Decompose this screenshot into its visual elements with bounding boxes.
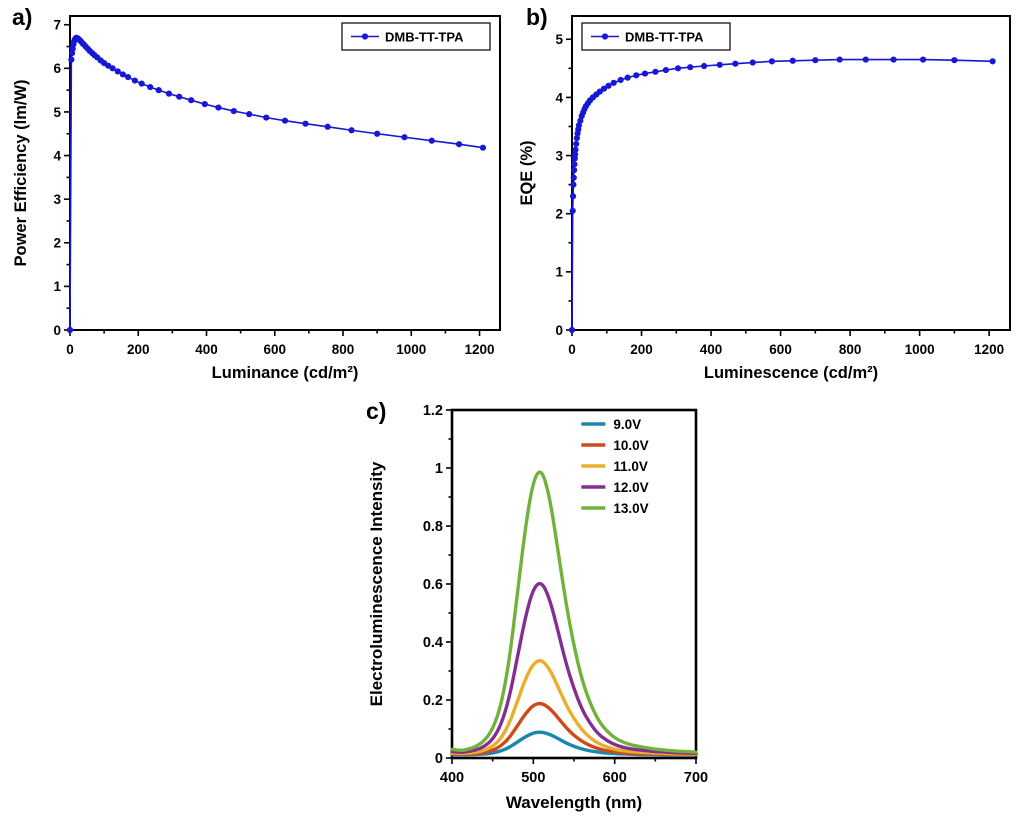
svg-text:6: 6 — [53, 61, 61, 76]
x-axis-title: Luminescence (cd/m²) — [704, 364, 878, 382]
y-axis-title: EQE (%) — [518, 140, 536, 205]
svg-text:5: 5 — [53, 105, 61, 120]
svg-text:800: 800 — [839, 342, 862, 357]
series-markers-DMB-TT-TPA — [568, 56, 996, 334]
x-axis — [69, 330, 481, 336]
power-efficiency-chart: 0 200 400 600 800 1000 1200 0 1 2 3 4 5 6 7 Luminance (… — [12, 15, 501, 382]
svg-text:1: 1 — [53, 279, 61, 294]
svg-text:700: 700 — [684, 770, 708, 786]
panel-b-label: b) — [526, 4, 548, 30]
svg-text:1000: 1000 — [905, 342, 935, 357]
series-line-12.0V — [450, 581, 698, 756]
plot-frame — [571, 15, 1011, 331]
series-markers-DMB-TT-TPA — [66, 34, 487, 334]
svg-text:400: 400 — [700, 342, 723, 357]
panel-b: b) 0 200 400 600 800 1000 1200 0 1 2 3 4 5 Luminescen… — [516, 2, 1022, 394]
y-axis-tick-labels: 0 1 2 3 4 5 6 7 — [53, 18, 61, 338]
x-axis-tick-labels: 400 500 600 700 — [440, 770, 708, 786]
legend-label-10.0V: 10.0V — [613, 438, 648, 453]
svg-text:2: 2 — [555, 207, 563, 222]
svg-text:600: 600 — [769, 342, 792, 357]
y-axis — [446, 409, 452, 759]
eqe-chart: 0 200 400 600 800 1000 1200 0 1 2 3 4 5 Luminescence … — [518, 15, 1011, 382]
svg-text:0.8: 0.8 — [423, 519, 443, 535]
panel-c: c) 400 500 600 700 0 0.2 0.4 0.6 0.8 1 1.2 Waveleng… — [352, 394, 718, 824]
series-line-11.0V — [450, 659, 698, 756]
y-axis-tick-labels: 0 1 2 3 4 5 — [555, 32, 563, 338]
series-line-13.0V — [450, 470, 698, 754]
legend-label-12.0V: 12.0V — [613, 480, 648, 495]
svg-text:400: 400 — [195, 342, 218, 357]
svg-text:0.4: 0.4 — [423, 635, 443, 651]
svg-text:500: 500 — [521, 770, 545, 786]
svg-text:2: 2 — [53, 236, 61, 251]
legend-label: DMB-TT-TPA — [385, 29, 464, 44]
svg-text:0: 0 — [568, 342, 576, 357]
legend-label-9.0V: 9.0V — [613, 417, 641, 432]
svg-text:600: 600 — [263, 342, 286, 357]
svg-text:600: 600 — [603, 770, 627, 786]
svg-text:400: 400 — [440, 770, 464, 786]
legend: DMB-TT-TPA — [581, 22, 731, 51]
svg-text:1200: 1200 — [465, 342, 495, 357]
x-axis-title: Wavelength (nm) — [506, 793, 642, 812]
svg-text:0: 0 — [555, 323, 563, 338]
legend-label: DMB-TT-TPA — [625, 29, 704, 44]
y-axis-title: Power Efficiency (lm/W) — [12, 79, 30, 266]
legend-swatch-marker — [361, 33, 369, 40]
svg-text:4: 4 — [555, 90, 563, 105]
svg-text:1.2: 1.2 — [423, 403, 443, 419]
x-axis-tick-labels: 0 200 400 600 800 1000 1200 — [568, 342, 1004, 357]
x-axis-title: Luminance (cd/m²) — [212, 364, 359, 382]
svg-text:3: 3 — [53, 192, 61, 207]
plot-frame — [450, 408, 698, 760]
svg-text:0.6: 0.6 — [423, 577, 443, 593]
svg-text:200: 200 — [630, 342, 653, 357]
series-line-DMB-TT-TPA — [571, 58, 994, 331]
svg-text:1000: 1000 — [396, 342, 426, 357]
legend: 9.0V 10.0V 11.0V 12.0V 13.0V — [581, 417, 649, 516]
svg-text:1: 1 — [435, 461, 443, 477]
svg-text:7: 7 — [53, 18, 61, 33]
svg-text:800: 800 — [332, 342, 355, 357]
y-axis-title: Electroluminescence Intensity — [367, 461, 386, 706]
legend-swatch-marker — [601, 33, 609, 40]
y-axis — [566, 38, 572, 331]
legend-label-11.0V: 11.0V — [613, 459, 648, 474]
svg-text:4: 4 — [53, 148, 61, 163]
panel-c-label: c) — [366, 398, 387, 424]
el-spectra-chart: 400 500 600 700 0 0.2 0.4 0.6 0.8 1 1.2 Wavelength … — [367, 403, 708, 812]
panel-a: a) 0 200 400 600 800 1000 1200 0 1 2 3 4 5 6 7 Luminanc… — [6, 2, 512, 394]
svg-text:0.2: 0.2 — [423, 693, 443, 709]
svg-text:5: 5 — [555, 32, 563, 47]
legend: DMB-TT-TPA — [341, 22, 491, 51]
svg-text:0: 0 — [435, 751, 443, 767]
svg-text:3: 3 — [555, 148, 563, 163]
x-axis — [451, 758, 697, 764]
x-axis-tick-labels: 0 200 400 600 800 1000 1200 — [66, 342, 494, 357]
panel-a-label: a) — [12, 4, 33, 30]
plot-frame — [69, 15, 501, 331]
svg-text:1: 1 — [555, 265, 563, 280]
svg-text:200: 200 — [127, 342, 150, 357]
svg-text:0: 0 — [53, 323, 61, 338]
svg-text:1200: 1200 — [974, 342, 1004, 357]
series-line-DMB-TT-TPA — [69, 37, 484, 331]
y-axis-tick-labels: 0 0.2 0.4 0.6 0.8 1 1.2 — [423, 403, 443, 767]
svg-text:0: 0 — [66, 342, 74, 357]
legend-label-13.0V: 13.0V — [613, 501, 648, 516]
